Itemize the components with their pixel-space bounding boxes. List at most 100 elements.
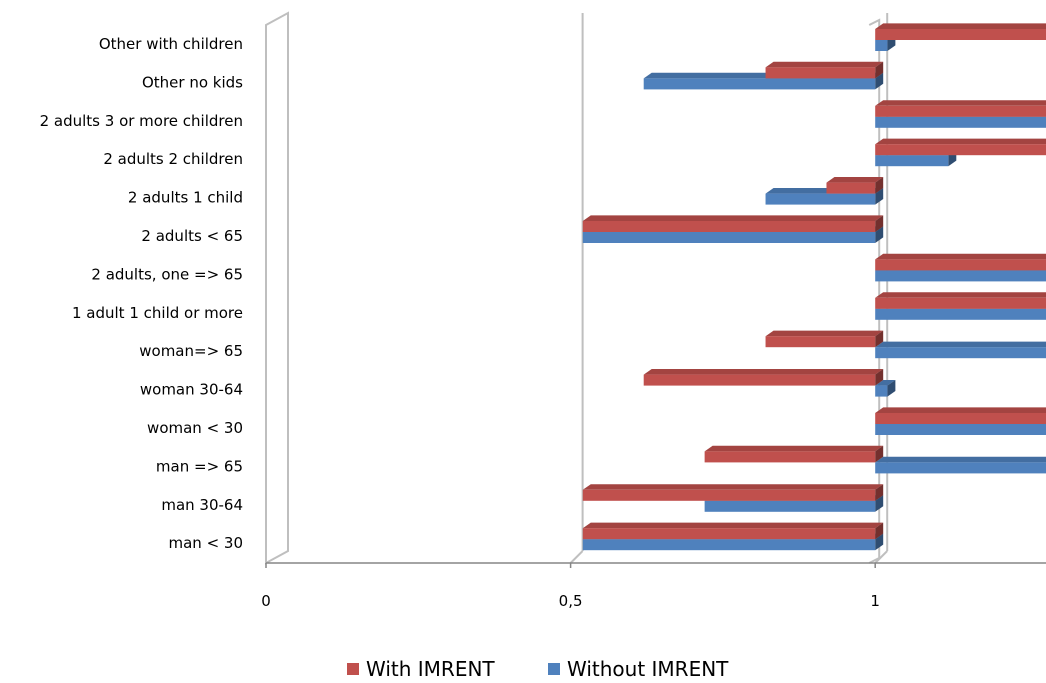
bar-with-imrent-10-front	[643, 374, 876, 386]
left-wall	[265, 11, 289, 565]
category-label: 2 adults 2 children	[103, 150, 243, 168]
gridlines	[569, 13, 889, 564]
bar-without-imrent-14-side	[875, 533, 884, 551]
bar-with-imrent-4	[875, 138, 1046, 156]
bar-with-imrent-12	[704, 445, 884, 463]
bar-with-imrent-1-top	[875, 23, 1046, 29]
bar-without-imrent-6-side	[875, 226, 884, 243]
bar-with-imrent-9-top	[765, 330, 884, 337]
bar-with-imrent-12-top	[704, 445, 884, 452]
bar-with-imrent-13-side	[875, 484, 884, 501]
bar-with-imrent-14-front	[582, 528, 876, 540]
x-tick-label: 0,5	[559, 592, 583, 610]
bar-with-imrent-6-top	[582, 215, 884, 221]
category-labels: Other with children Other no kids 2 adults…	[40, 35, 244, 552]
bar-with-imrent-7-front	[875, 259, 1046, 271]
chart-walls	[265, 11, 881, 565]
bar-with-imrent-2-top	[765, 61, 884, 68]
bar-without-imrent-1-front	[875, 40, 888, 51]
bar-without-imrent-6-front	[582, 232, 876, 243]
bar-without-imrent-10-top	[875, 380, 896, 386]
bar-with-imrent-5-front	[826, 182, 876, 194]
bar-with-imrent-8-top	[875, 292, 1046, 298]
bar-with-imrent-3-top	[875, 100, 1046, 106]
x-tick-label: 1	[870, 592, 880, 610]
bar-with-imrent-10-top	[643, 369, 884, 375]
gridline-floor-1	[569, 550, 584, 564]
category-label: man < 30	[168, 534, 243, 552]
category-label: 2 adults < 65	[141, 227, 243, 245]
category-label: 1 adult 1 child or more	[72, 304, 243, 322]
bar-without-imrent-9-top	[875, 341, 1046, 348]
bar-with-imrent-2-side	[875, 61, 884, 79]
bar-with-imrent-12-front	[704, 451, 876, 463]
bar-with-imrent-9	[765, 330, 884, 348]
bar-with-imrent-2-front	[765, 67, 876, 79]
bar-with-imrent-7	[875, 253, 1046, 271]
bar-with-imrent-5-top	[826, 177, 884, 183]
bar-with-imrent-1-front	[875, 29, 1046, 40]
bar-with-imrent-5-side	[875, 177, 884, 194]
x-tick-label: 0	[261, 592, 271, 610]
category-label: man 30-64	[161, 496, 243, 514]
bar-without-imrent-2-front	[643, 78, 876, 90]
bar-without-imrent-13-side	[875, 495, 884, 512]
bar-with-imrent-14-side	[875, 522, 884, 540]
bar-without-imrent-3-front	[875, 116, 1046, 128]
bar-with-imrent-3	[875, 100, 1046, 117]
legend-swatch	[347, 663, 359, 675]
bar-without-imrent-12-top	[875, 456, 1046, 463]
bar-without-imrent-2-side	[875, 72, 884, 90]
bar-with-imrent-11-top	[875, 407, 1046, 413]
bar-with-imrent-5	[826, 177, 884, 194]
bar-with-imrent-7-top	[875, 253, 1046, 260]
bar-without-imrent-10-side	[887, 380, 896, 397]
bar-without-imrent-12	[875, 456, 1046, 474]
bar-with-imrent-4-top	[875, 138, 1046, 145]
bar-with-imrent-14	[582, 522, 884, 540]
category-label: 2 adults 3 or more children	[40, 112, 243, 130]
bar-without-imrent-10-front	[875, 385, 888, 397]
category-label: Other with children	[99, 35, 243, 53]
bar-without-imrent-7-front	[875, 270, 1046, 282]
bar-without-imrent-13-front	[704, 500, 876, 512]
category-label: woman=> 65	[139, 342, 243, 360]
baseline-wall	[868, 18, 881, 564]
bar-without-imrent-9-front	[875, 347, 1046, 359]
category-label: man => 65	[156, 457, 243, 475]
bar-with-imrent-6-side	[875, 215, 884, 232]
bar-with-imrent-4-front	[875, 144, 1046, 156]
bar-without-imrent-12-front	[875, 462, 1046, 474]
legend-swatch	[548, 663, 560, 675]
legend: With IMRENT Without IMRENT	[347, 657, 729, 681]
bars	[582, 23, 1046, 551]
category-label: woman < 30	[147, 419, 243, 437]
bar-with-imrent-13-front	[582, 489, 876, 501]
bar-without-imrent-9	[875, 341, 1046, 359]
bar-with-imrent-10-side	[875, 369, 884, 386]
bar-with-imrent-2	[765, 61, 884, 79]
bar-without-imrent-4-front	[875, 155, 949, 167]
legend-label: Without IMRENT	[567, 657, 729, 681]
bar-with-imrent-8-front	[875, 297, 1046, 309]
legend-item-1: With IMRENT	[347, 657, 495, 681]
x-axis: 00,511,522,5	[261, 562, 1046, 610]
bar-with-imrent-9-side	[875, 330, 884, 348]
bar-with-imrent-6	[582, 215, 884, 232]
bar-with-imrent-12-side	[875, 445, 884, 463]
bar-with-imrent-10	[643, 369, 884, 386]
bar-without-imrent-5-side	[875, 188, 884, 205]
bar-with-imrent-11	[875, 407, 1046, 424]
bar-without-imrent-5-front	[765, 193, 876, 205]
bar-without-imrent-11-front	[875, 424, 1046, 435]
legend-label: With IMRENT	[366, 657, 495, 681]
bar-without-imrent-8-front	[875, 308, 1046, 320]
bar-with-imrent-14-top	[582, 522, 884, 529]
bar-with-imrent-3-front	[875, 105, 1046, 117]
gridline-floor-2	[874, 550, 888, 564]
bar-with-imrent-13-top	[582, 484, 884, 490]
bar-with-imrent-9-front	[765, 336, 876, 348]
category-label: woman 30-64	[140, 381, 243, 399]
bar-with-imrent-1	[875, 23, 1046, 40]
